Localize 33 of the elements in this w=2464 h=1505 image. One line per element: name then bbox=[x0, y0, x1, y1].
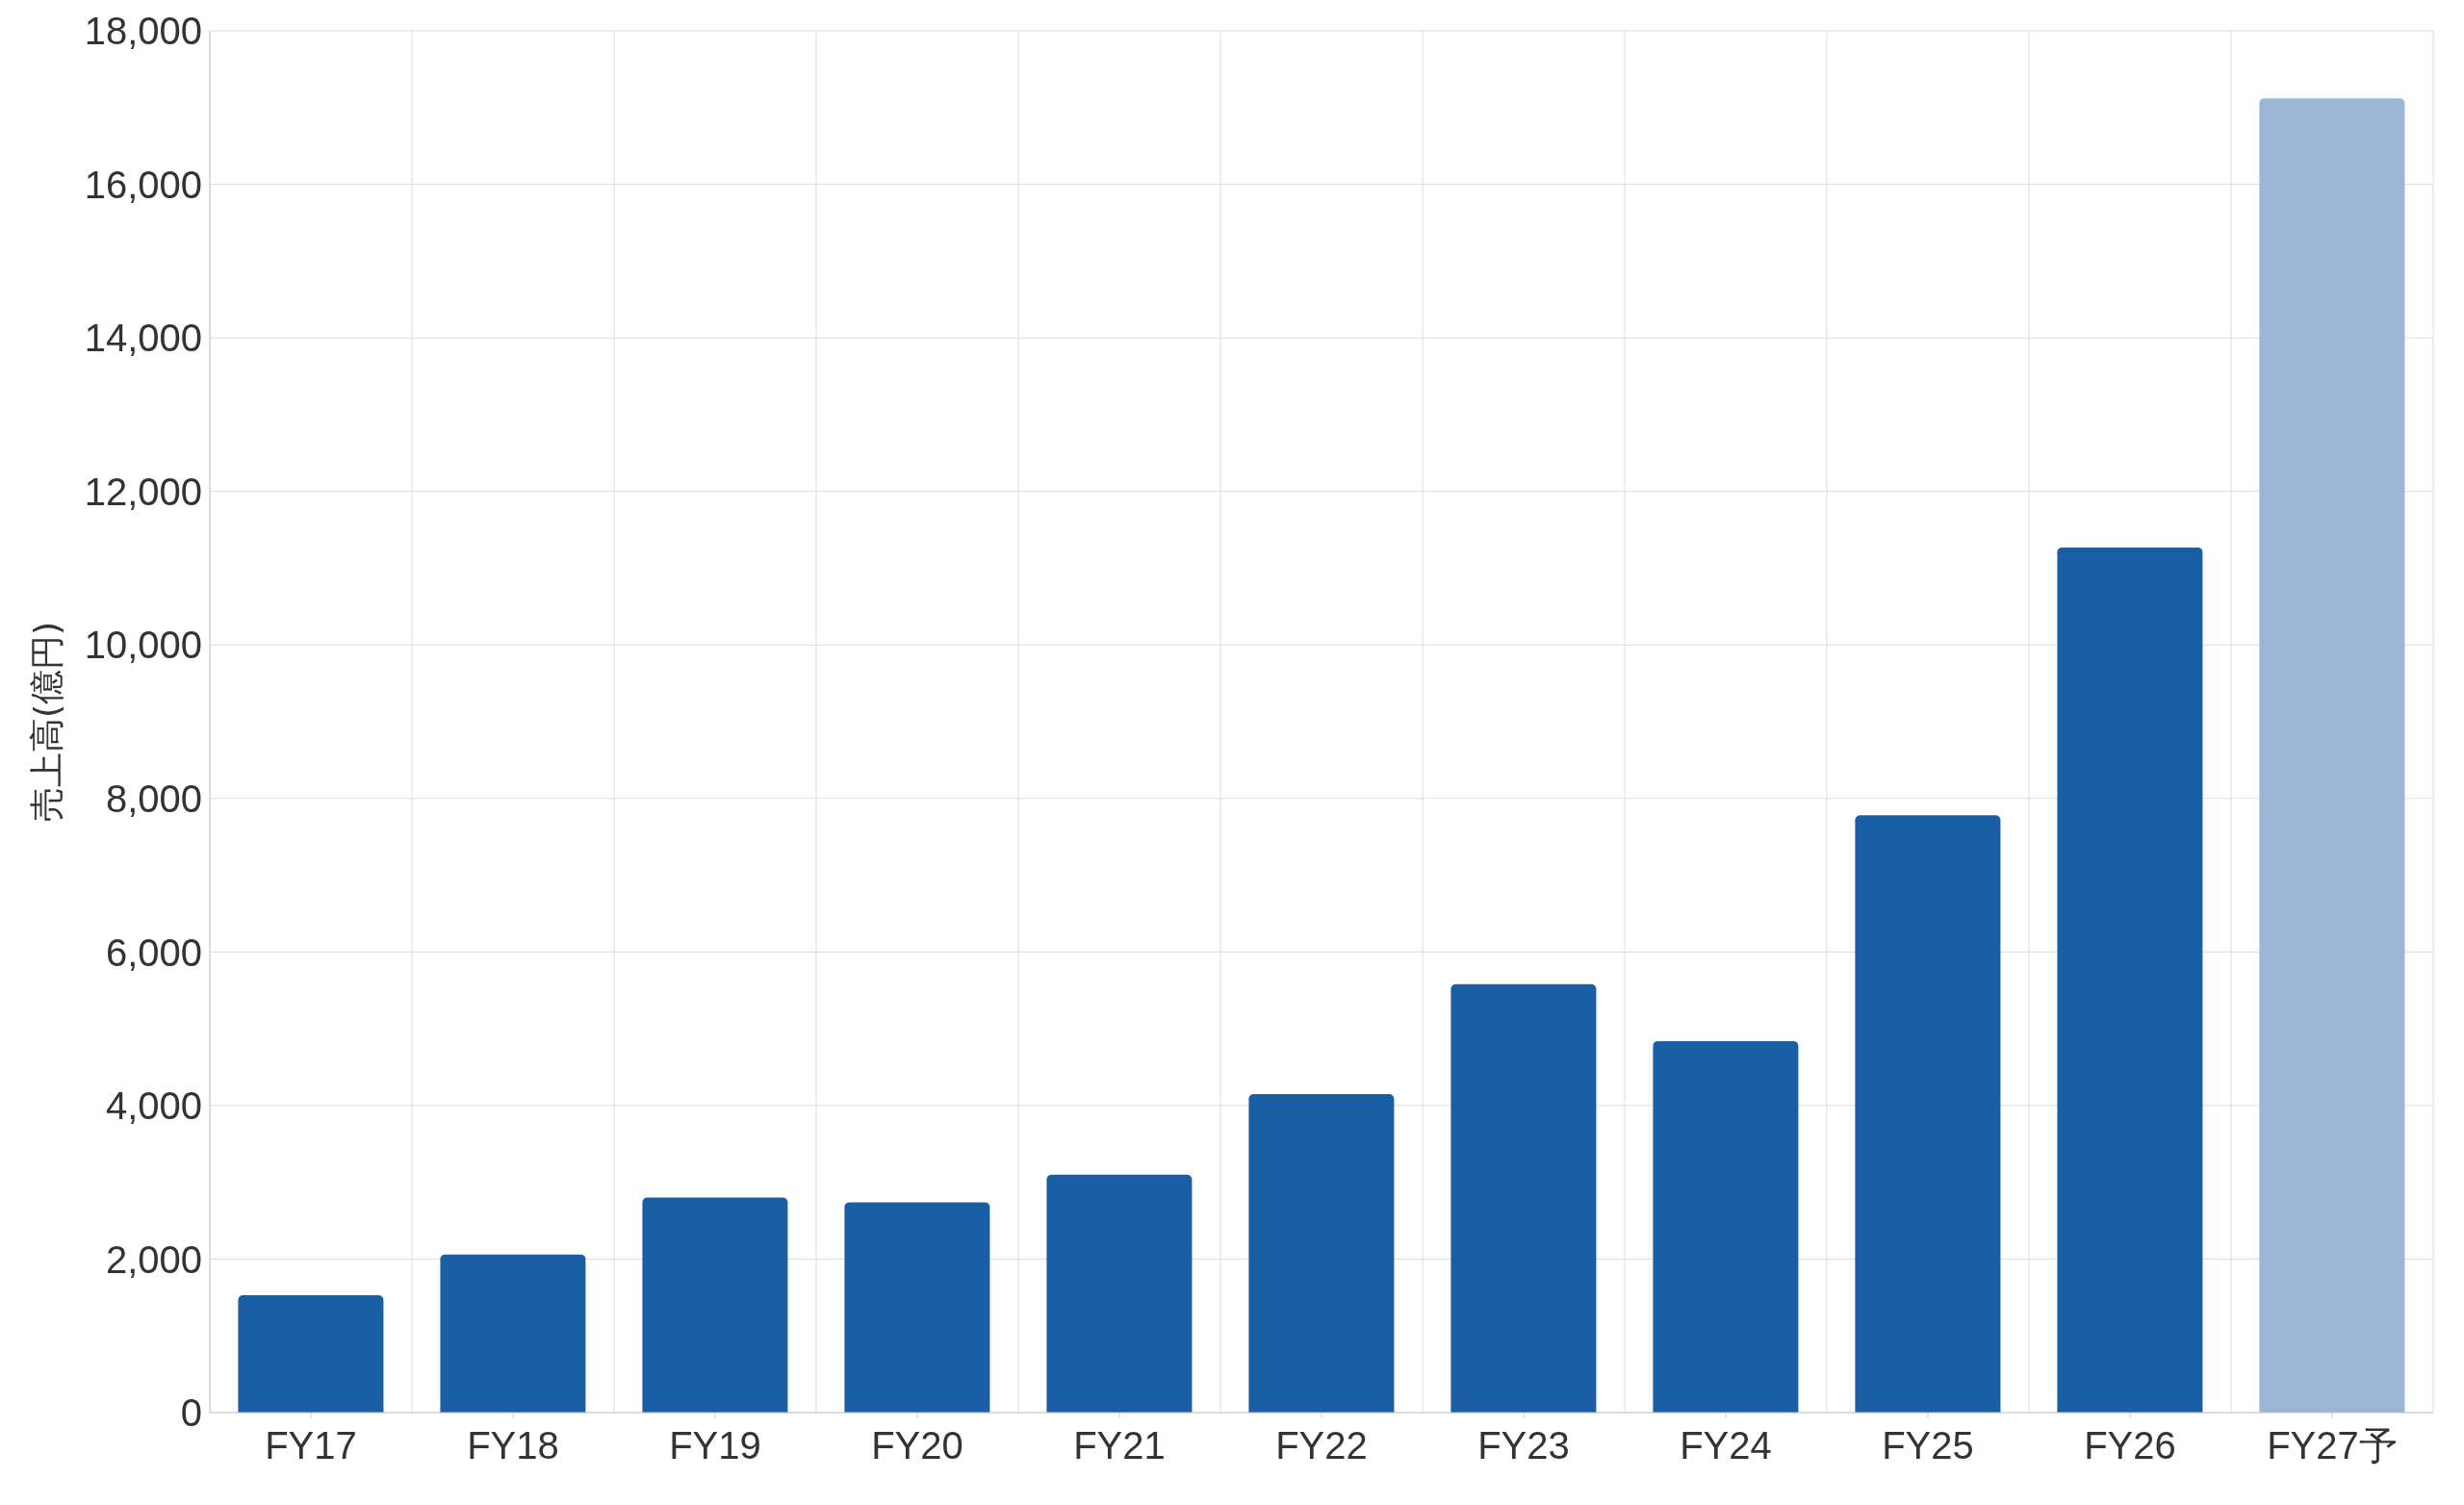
y-axis-title: 売上高(億円) bbox=[26, 621, 66, 823]
x-tick-label: FY22 bbox=[1275, 1424, 1368, 1467]
x-tick-label: FY20 bbox=[871, 1424, 963, 1467]
x-tick-label: FY26 bbox=[2084, 1424, 2176, 1467]
y-tick-label: 6,000 bbox=[105, 931, 202, 974]
bar bbox=[440, 1254, 586, 1413]
x-tick-label: FY25 bbox=[1882, 1424, 1974, 1467]
y-tick-label: 0 bbox=[180, 1391, 202, 1435]
x-tick-label: FY17 bbox=[265, 1424, 357, 1467]
x-tick-label: FY23 bbox=[1477, 1424, 1570, 1467]
y-tick-label: 16,000 bbox=[84, 163, 202, 206]
y-tick-label: 2,000 bbox=[105, 1237, 202, 1281]
x-tick-label: FY27予 bbox=[2267, 1424, 2398, 1467]
x-tick-label: FY21 bbox=[1073, 1424, 1166, 1467]
bar bbox=[1248, 1093, 1395, 1413]
y-tick-label: 12,000 bbox=[84, 470, 202, 513]
y-tick-label: 10,000 bbox=[84, 624, 202, 667]
bar bbox=[2259, 98, 2405, 1413]
x-tick-label: FY18 bbox=[467, 1424, 559, 1467]
bar bbox=[1855, 815, 2001, 1413]
x-tick-label: FY24 bbox=[1680, 1424, 1772, 1467]
y-tick-label: 14,000 bbox=[84, 317, 202, 360]
bar bbox=[1046, 1174, 1193, 1413]
bar bbox=[844, 1202, 990, 1413]
bar bbox=[2057, 547, 2203, 1413]
bar bbox=[642, 1197, 788, 1413]
y-tick-label: 4,000 bbox=[105, 1084, 202, 1128]
x-tick-label: FY19 bbox=[669, 1424, 761, 1467]
bar bbox=[1450, 983, 1597, 1413]
y-tick-label: 8,000 bbox=[105, 777, 202, 820]
bar bbox=[1653, 1040, 1799, 1413]
y-tick-label: 18,000 bbox=[84, 10, 202, 53]
bar bbox=[238, 1294, 384, 1413]
